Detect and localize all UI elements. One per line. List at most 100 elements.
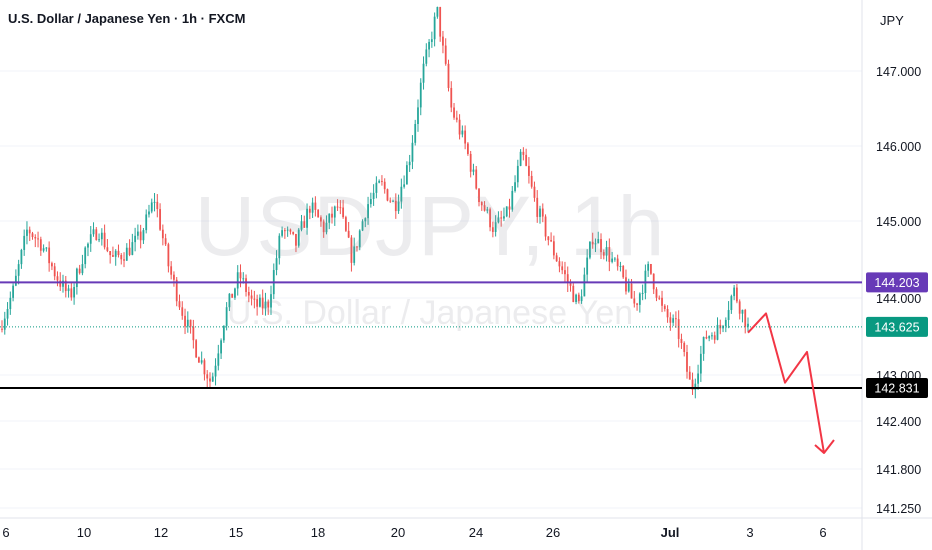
- candle-body: [181, 307, 184, 316]
- candle-body: [400, 186, 403, 202]
- candle-body: [508, 206, 511, 210]
- candle-body: [128, 247, 131, 255]
- candle-body: [550, 240, 553, 242]
- candle-body: [245, 278, 247, 292]
- candle-body: [500, 217, 503, 219]
- candle-body: [461, 130, 464, 135]
- candle-body: [364, 218, 367, 222]
- candle-body: [589, 241, 591, 258]
- candle-body: [103, 232, 106, 248]
- candle-body: [150, 202, 153, 212]
- candle-body: [497, 217, 500, 223]
- time-tick-label: 12: [154, 525, 168, 540]
- candle-body: [134, 235, 137, 243]
- candle-body: [336, 206, 339, 208]
- candle-body: [530, 175, 533, 187]
- candle-body: [292, 231, 295, 235]
- candle-body: [173, 274, 175, 280]
- candle-body: [442, 36, 444, 46]
- candle-body: [42, 248, 45, 251]
- candle-body: [123, 259, 125, 261]
- candle-body: [522, 151, 525, 155]
- candle-body: [580, 296, 583, 302]
- candle-body: [84, 247, 87, 265]
- candle-body: [64, 280, 67, 292]
- price-tick-label: 142.400: [876, 415, 921, 429]
- candle-body: [369, 198, 372, 205]
- candle-body: [655, 289, 658, 298]
- candle-body: [75, 268, 78, 288]
- candle-body: [192, 326, 195, 341]
- candle-body: [308, 208, 311, 213]
- candle-body: [20, 249, 23, 265]
- candle-body: [636, 303, 638, 305]
- candle-body: [658, 297, 661, 299]
- candle-body: [317, 209, 320, 218]
- candle-body: [375, 182, 378, 193]
- badge-label: 144.203: [874, 276, 919, 290]
- candle-body: [619, 266, 622, 268]
- candle-body: [516, 165, 519, 183]
- time-axis[interactable]: 6 10 12 15 18 20 24 26 Jul 3 6: [2, 525, 826, 540]
- candle-body: [231, 293, 234, 298]
- candle-body: [87, 243, 89, 248]
- candle-body: [738, 301, 741, 314]
- candle-body: [17, 264, 20, 276]
- candle-body: [67, 288, 70, 292]
- time-tick-label: 3: [746, 525, 753, 540]
- candle-body: [702, 337, 705, 354]
- candle-body: [222, 325, 225, 341]
- candle-body: [325, 222, 328, 233]
- candle-body: [455, 117, 458, 120]
- candle-body: [184, 315, 186, 327]
- candle-body: [37, 238, 39, 240]
- candle-body: [744, 309, 747, 327]
- candle-body: [6, 309, 9, 319]
- candle-body: [53, 266, 56, 277]
- candle-body: [225, 307, 228, 326]
- candle-body: [342, 207, 345, 218]
- candle-body: [688, 371, 691, 380]
- candle-body: [541, 208, 544, 217]
- candle-body: [250, 295, 253, 299]
- candle-body: [394, 200, 397, 212]
- candle-body: [98, 239, 100, 241]
- candle-body: [561, 266, 564, 271]
- candle-body: [125, 247, 128, 261]
- candle-body: [422, 63, 425, 83]
- currency-label[interactable]: JPY: [880, 13, 904, 28]
- candle-body: [164, 238, 167, 245]
- price-tick-label: 144.000: [876, 292, 921, 306]
- candle-body: [350, 237, 353, 263]
- candle-body: [566, 274, 569, 283]
- candle-body: [142, 230, 145, 241]
- candle-body: [189, 319, 192, 327]
- candle-body: [14, 275, 17, 286]
- candle-body: [661, 297, 663, 306]
- candle-body: [372, 192, 375, 199]
- candle-body: [73, 287, 76, 298]
- candle-body: [605, 247, 608, 256]
- candle-body: [691, 379, 694, 390]
- candle-body: [536, 197, 539, 217]
- candle-body: [539, 208, 541, 217]
- candle-body: [320, 217, 322, 222]
- candle-body: [672, 318, 675, 323]
- candle-body: [117, 250, 120, 256]
- candle-body: [62, 280, 64, 287]
- candle-body: [283, 230, 286, 232]
- candle-body: [594, 243, 597, 245]
- price-axis[interactable]: 141.250141.800142.400143.000144.000145.0…: [876, 65, 921, 516]
- candle-body: [314, 202, 317, 210]
- candle-body: [436, 7, 439, 17]
- time-tick-label: 20: [391, 525, 405, 540]
- candle-body: [575, 294, 577, 302]
- badge-label: 142.831: [874, 381, 919, 395]
- candle-body: [430, 39, 433, 42]
- candle-body: [120, 255, 123, 260]
- candle-body: [206, 374, 209, 379]
- candle-body: [514, 182, 516, 191]
- candle-body: [203, 360, 206, 375]
- candle-body: [450, 87, 453, 108]
